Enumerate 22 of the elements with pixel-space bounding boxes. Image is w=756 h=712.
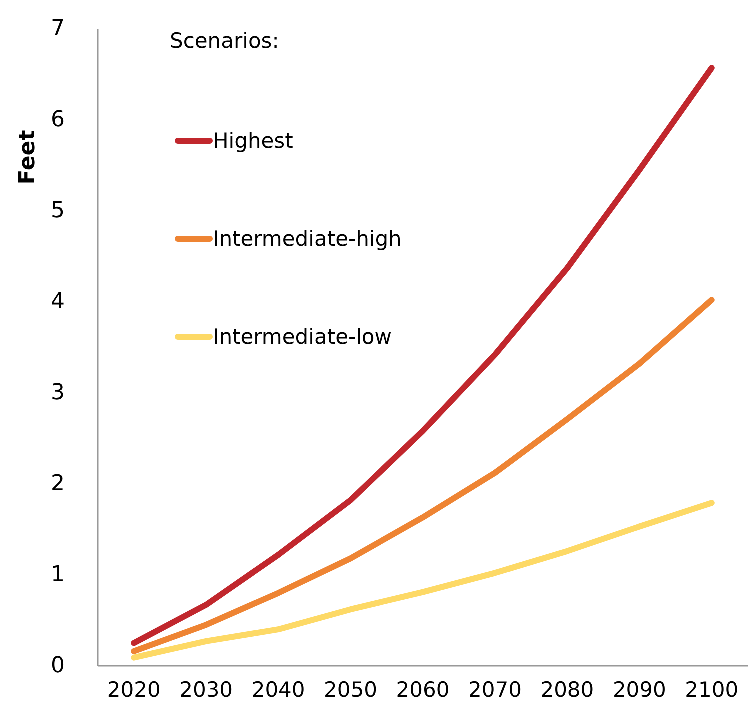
x-tick-label: 2070 [468, 678, 522, 702]
y-tick-label: 2 [51, 472, 65, 496]
x-tick-label: 2100 [685, 678, 739, 702]
x-tick-label: 2040 [252, 678, 306, 702]
y-axis-title: Feet [16, 130, 40, 185]
y-tick-label: 4 [51, 290, 65, 314]
x-tick-label: 2060 [396, 678, 450, 702]
legend-label: Intermediate-low [213, 325, 392, 349]
x-tick-label: 2080 [540, 678, 594, 702]
y-tick-label: 1 [51, 562, 65, 588]
y-tick-label: 0 [51, 654, 65, 678]
x-tick-label: 2050 [324, 678, 378, 702]
y-tick-label: 6 [51, 108, 65, 132]
legend-label: Highest [213, 129, 294, 153]
legend-label: Intermediate-high [213, 227, 402, 251]
x-tick-label: 2030 [180, 678, 234, 702]
y-tick-label: 3 [51, 380, 65, 406]
legend-title: Scenarios: [170, 29, 280, 53]
x-tick-label: 2020 [107, 678, 161, 702]
y-tick-label: 5 [51, 198, 65, 224]
y-tick-label: 7 [51, 16, 65, 42]
x-tick-label: 2090 [612, 678, 666, 702]
